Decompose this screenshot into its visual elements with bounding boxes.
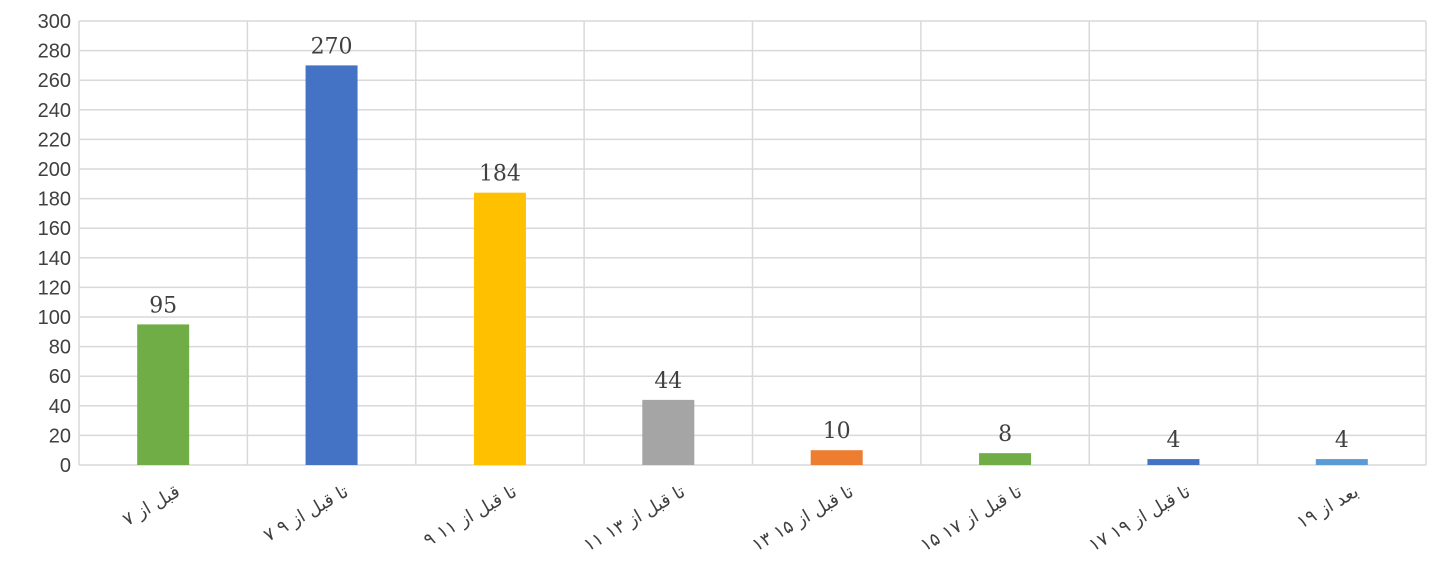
y-tick-label: 100 [38,307,71,329]
data-label: 44 [654,369,682,394]
data-label: 95 [149,293,177,318]
y-tick-label: 220 [38,129,71,151]
y-tick-label: 80 [49,337,71,359]
y-tick-label: 160 [38,218,71,240]
y-tick-label: 0 [60,455,71,477]
x-category-label: ۷ تا قبل از ۹ [260,481,352,546]
bar [137,324,190,465]
data-label: 270 [311,34,353,59]
y-tick-label: 180 [38,189,71,211]
data-label: 184 [479,162,521,187]
x-category-label: بعد از ۱۹ [1293,481,1362,533]
y-tick-label: 140 [38,248,71,270]
y-axis-ticks: 0 20 40 60 80 100 120 140 160 180 200 220 240 260 280 3… [38,11,71,477]
y-tick-label: 20 [49,425,71,447]
y-tick-label: 200 [38,159,71,181]
bar [642,399,695,465]
bars [137,65,1368,466]
grid [78,20,1427,466]
y-tick-label: 280 [38,41,71,63]
x-category-label: ۱۷ تا قبل از ۱۹ [1085,481,1194,556]
y-tick-label: 300 [38,11,71,33]
y-tick-label: 240 [38,100,71,122]
x-category-label: ۹ تا قبل از ۱۱ [420,481,520,551]
y-tick-label: 120 [38,277,71,299]
data-label: 4 [1166,428,1180,453]
bar [810,450,863,465]
data-label: 10 [823,419,851,444]
bar [979,453,1032,465]
x-axis-categories: قبل از ۷ ۷ تا قبل از ۹ ۹ تا قبل از ۱۱ ۱۱ تا… [119,481,1362,556]
data-label: 8 [998,422,1012,447]
y-tick-label: 60 [49,366,71,388]
bar [473,192,526,465]
y-tick-label: 40 [49,396,71,418]
x-category-label: ۱۱ تا قبل از ۱۳ [580,481,689,556]
x-category-label: ۱۵ تا قبل از ۱۷ [917,481,1026,556]
bar [305,65,358,466]
x-category-label: ۱۳ تا قبل از ۱۵ [748,481,857,556]
data-label: 4 [1335,428,1349,453]
y-tick-label: 260 [38,70,71,92]
x-category-label: قبل از ۷ [119,481,184,530]
bar [1147,459,1200,465]
bar [1315,459,1368,465]
